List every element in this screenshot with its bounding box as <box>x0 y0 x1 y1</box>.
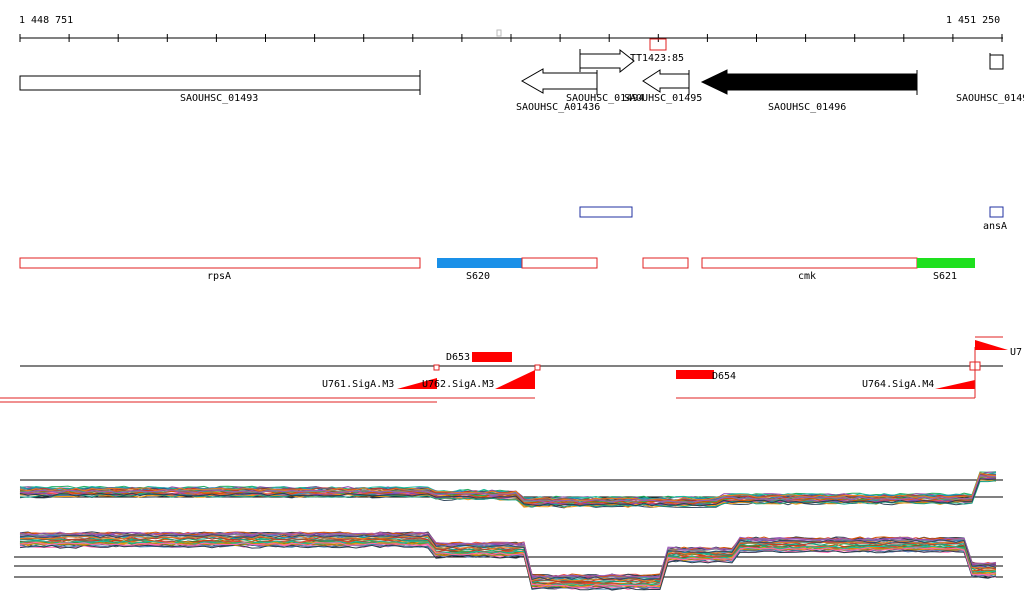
gene-label: SAOUHSC_01496 <box>768 102 846 113</box>
operon-track: rpsA S620 cmk S621 <box>19 257 975 282</box>
operon-box[interactable] <box>521 257 598 269</box>
down-label: D653 <box>446 352 470 363</box>
gene-SAOUHSC-A01436[interactable] <box>520 68 598 94</box>
operon-label: rpsA <box>207 271 231 282</box>
terminator-label: TT142 <box>630 53 660 64</box>
gene-track: SAOUHSC_01493 SAOUHSC_A01436 SAOUHSC_014… <box>19 38 1024 113</box>
down-D654[interactable] <box>676 370 714 379</box>
profile-line <box>19 478 997 507</box>
profile-line <box>19 531 997 578</box>
transcript-track: ansA <box>579 206 1007 232</box>
profile-line <box>19 474 997 504</box>
ruler-end-label: 1 451 250 <box>946 15 1000 26</box>
segment-label: S620 <box>466 271 490 282</box>
profile-line <box>19 536 997 583</box>
transcript-box[interactable] <box>579 206 633 218</box>
gene-SAOUHSC-01496[interactable] <box>700 69 918 95</box>
feature-track: D653 D654 U761.SigA.M3 U762.SigA.M3 U764… <box>0 336 1022 403</box>
up-U7[interactable] <box>975 340 1008 350</box>
tss-marker <box>534 364 541 371</box>
operon-box[interactable] <box>642 257 689 269</box>
up-U761[interactable] <box>397 378 437 389</box>
gene-SAOUHSC-01493[interactable] <box>19 75 421 91</box>
operon-rpsA[interactable] <box>19 257 421 269</box>
profile-line <box>19 535 997 582</box>
gene-label: SAOUHSC_01493 <box>180 93 258 104</box>
gene-SAOUHSC-0149x[interactable] <box>989 53 1004 70</box>
up-U762[interactable] <box>495 370 535 389</box>
down-D653[interactable] <box>472 352 512 362</box>
transcript-box-ansA[interactable] <box>989 206 1004 218</box>
up-label: U762.SigA.M3 <box>422 379 494 390</box>
ruler-marker <box>496 29 502 37</box>
gene-label: SAOUHSC_01495 <box>624 93 702 104</box>
up-label: U764.SigA.M4 <box>862 379 934 390</box>
down-label: D654 <box>712 371 736 382</box>
terminator-overlap-label: 3:85 <box>660 53 684 64</box>
up-label: U761.SigA.M3 <box>322 379 394 390</box>
ruler-start-label: 1 448 751 <box>19 15 73 26</box>
gene-label: SAOUHSC_01494 <box>566 93 644 104</box>
expression-profiles <box>14 471 1003 591</box>
profile-line <box>19 473 997 502</box>
expression-profile-lower <box>19 531 997 591</box>
segment-S621[interactable] <box>917 258 975 268</box>
profile-line <box>19 472 997 502</box>
up-U764[interactable] <box>935 380 975 389</box>
profile-line <box>19 533 997 580</box>
gene-label: SAOUHSC_A01436 <box>516 102 600 113</box>
profile-line <box>19 544 997 591</box>
coordinate-ruler: 1 448 751 1 451 250 <box>19 15 1003 42</box>
tss-marker <box>433 364 440 371</box>
profile-line <box>19 534 997 581</box>
operon-cmk[interactable] <box>701 257 918 269</box>
gene-SAOUHSC-01495[interactable] <box>642 69 690 93</box>
segment-S620[interactable] <box>437 258 522 268</box>
gene-label: SAOUHSC_0149 <box>956 93 1024 104</box>
ansA-label: ansA <box>983 221 1007 232</box>
ruler-ticks <box>19 34 1003 42</box>
operon-label: cmk <box>798 271 816 282</box>
gene-SAOUHSC-01494[interactable] <box>579 48 635 74</box>
terminator-marker[interactable] <box>649 38 667 51</box>
expression-profile-upper <box>19 471 997 509</box>
up-label: U7 <box>1010 347 1022 358</box>
profile-line <box>19 541 997 588</box>
segment-label: S621 <box>933 271 957 282</box>
